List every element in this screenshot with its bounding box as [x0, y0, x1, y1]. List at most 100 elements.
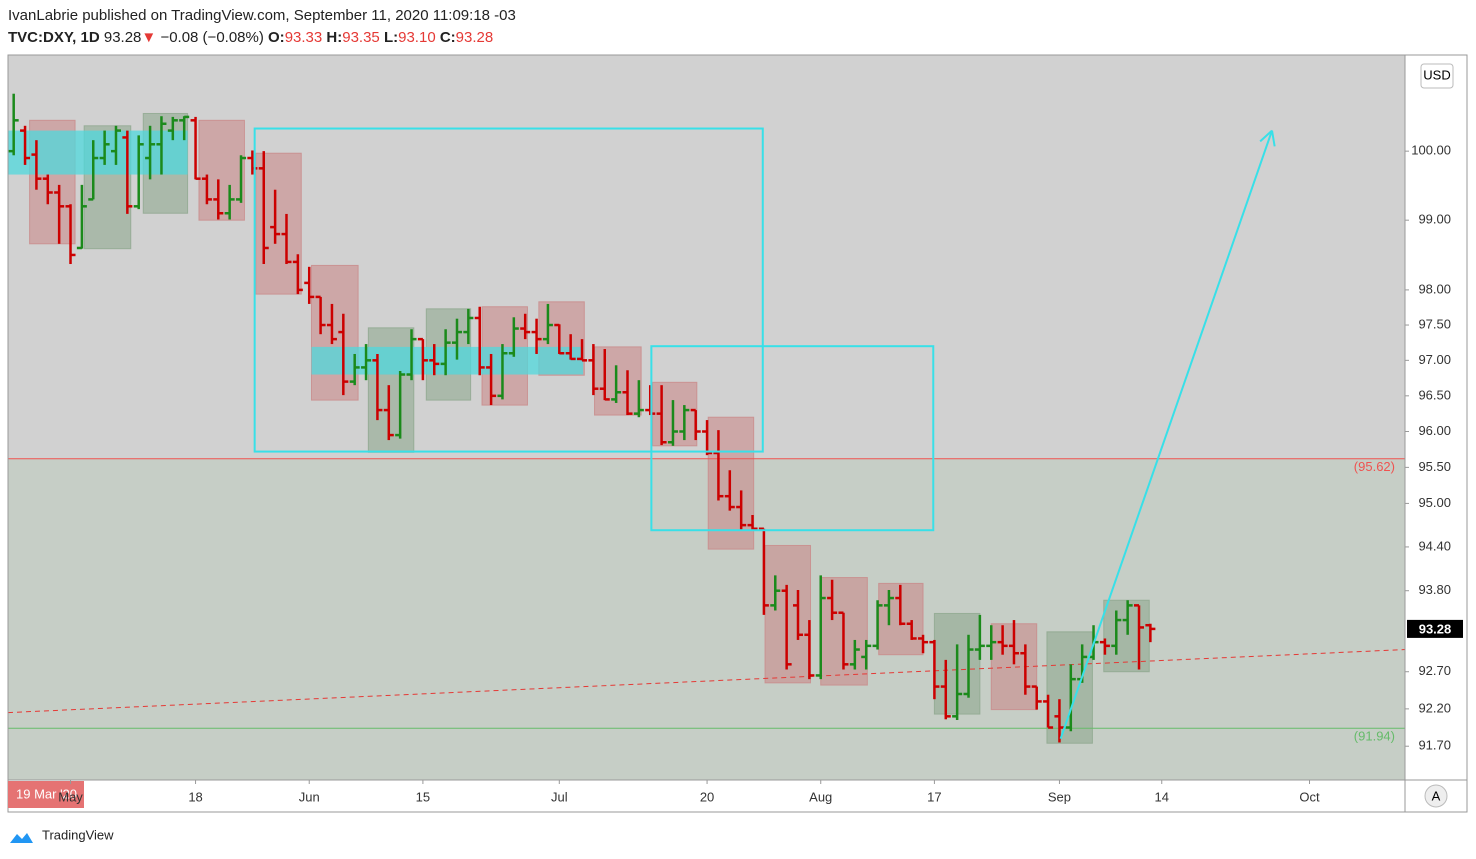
ohlc-bar	[1020, 644, 1031, 695]
ohlc-bar	[1134, 604, 1145, 670]
ohlc-bar	[1031, 685, 1042, 710]
zone	[198, 119, 245, 221]
symbol-line: TVC:DXY, 1D 93.28▼ −0.08 (−0.08%) O:93.3…	[8, 29, 493, 46]
ohlc-bar	[611, 365, 622, 403]
band	[8, 130, 188, 175]
ohlc-bar	[88, 140, 99, 201]
ohlc-bar	[451, 318, 462, 360]
ohlc-bar	[304, 266, 315, 304]
x-tick-label: 18	[188, 789, 202, 804]
ohlc-bar	[554, 323, 565, 355]
x-tick-label: Aug	[809, 789, 832, 804]
y-tick-label: 92.70	[1418, 663, 1451, 678]
ohlc-bar	[883, 589, 894, 626]
ohlc-bar	[486, 353, 497, 406]
y-tick-label: 98.00	[1418, 281, 1451, 296]
ohlc-bar	[338, 313, 349, 396]
brand: TradingView	[42, 827, 114, 842]
l-label: L:	[383, 29, 399, 46]
ohlc-bar	[747, 514, 758, 531]
ohlc-bar	[99, 130, 110, 165]
ohlc-bar	[724, 470, 735, 511]
ohlc-bar	[622, 370, 633, 416]
box	[253, 127, 764, 453]
ohlc-bar	[895, 584, 906, 626]
ohlc-bar	[145, 125, 156, 180]
ohlc-bar	[372, 353, 383, 421]
ohlc-bar	[690, 408, 701, 441]
x-tick-label: 15	[416, 789, 430, 804]
ohlc-bar	[1043, 694, 1054, 729]
y-tick-label: 97.50	[1418, 316, 1451, 331]
cursor-date-box	[8, 781, 84, 808]
arrow-head	[1259, 129, 1273, 143]
ohlc-bar	[236, 155, 247, 203]
cursor-date: 19 Mar '20	[16, 786, 77, 801]
ohlc-bar	[463, 308, 474, 345]
ohlc-bar	[1008, 620, 1019, 665]
ohlc-bar	[599, 349, 610, 401]
arrow	[1059, 130, 1273, 740]
ohlc-bar	[213, 179, 224, 220]
c: 93.28	[455, 29, 494, 46]
currency-box[interactable]	[1420, 63, 1454, 89]
ohlc-bar	[395, 370, 406, 439]
y-tick-label: 92.20	[1418, 700, 1451, 715]
x-tick-label: Sep	[1048, 789, 1071, 804]
zone-fill	[8, 458, 1405, 780]
y-tick-label: 94.40	[1418, 538, 1451, 553]
ohlc-bar	[65, 204, 76, 265]
y-tick-label: 96.50	[1418, 387, 1451, 402]
x-tick-label: Oct	[1299, 789, 1320, 804]
ohlc-bar	[531, 318, 542, 354]
ohlc-bar	[440, 329, 451, 376]
ohlc-bar	[1065, 664, 1076, 732]
ohlc-bar	[974, 614, 985, 660]
y-tick-label: 91.70	[1418, 738, 1451, 753]
x-tick-label: 14	[1155, 789, 1169, 804]
ohlc-bar	[656, 385, 667, 446]
y-tick-label: 93.80	[1418, 582, 1451, 597]
ohlc-bar	[713, 430, 724, 501]
last: 93.28	[103, 29, 142, 46]
ohlc-bar	[76, 184, 87, 250]
ohlc-bar	[326, 303, 337, 345]
c-label: C:	[439, 29, 456, 46]
ohlc-bar	[702, 420, 713, 456]
ohlc-bar	[588, 344, 599, 396]
ohlc-bar	[520, 313, 531, 340]
y-tick-label: 95.00	[1418, 495, 1451, 510]
last-price: 93.28	[1419, 621, 1452, 636]
ohlc-bar	[952, 644, 963, 721]
ohlc-bar	[224, 184, 235, 220]
x-tick-label: Jul	[551, 789, 568, 804]
ohlc-bar	[1122, 600, 1133, 635]
x-tick-label: May	[58, 789, 83, 804]
ohlc-bar	[918, 634, 929, 654]
ohlc-bar	[258, 151, 269, 265]
l: 93.10	[398, 29, 436, 46]
zone	[594, 346, 642, 416]
ohlc-bar	[770, 575, 781, 611]
ohlc-bar	[281, 213, 292, 265]
ohlc-bar	[8, 93, 19, 156]
ohlc-bar	[861, 639, 872, 670]
zone	[310, 264, 359, 401]
h-label: H:	[326, 29, 343, 46]
price-line-label: (95.62)	[1354, 459, 1395, 474]
ohlc-bar	[815, 575, 826, 680]
ohlc-bar	[122, 130, 133, 214]
x-tick-label: Jun	[299, 789, 320, 804]
change: −0.08 (−0.08%)	[160, 29, 264, 46]
x-tick-label: 17	[927, 789, 941, 804]
ohlc-bar	[804, 620, 815, 680]
ohlc-bar	[361, 344, 372, 381]
trendline	[7, 649, 1406, 714]
ohlc-bar	[474, 306, 485, 376]
ohlc-bar	[42, 174, 53, 205]
ohlc-bar	[542, 303, 553, 345]
ohlc-bar	[872, 600, 883, 650]
auto-button[interactable]	[1424, 784, 1448, 808]
ohlc-bar	[54, 184, 65, 244]
ohlc-bar	[1145, 623, 1156, 643]
